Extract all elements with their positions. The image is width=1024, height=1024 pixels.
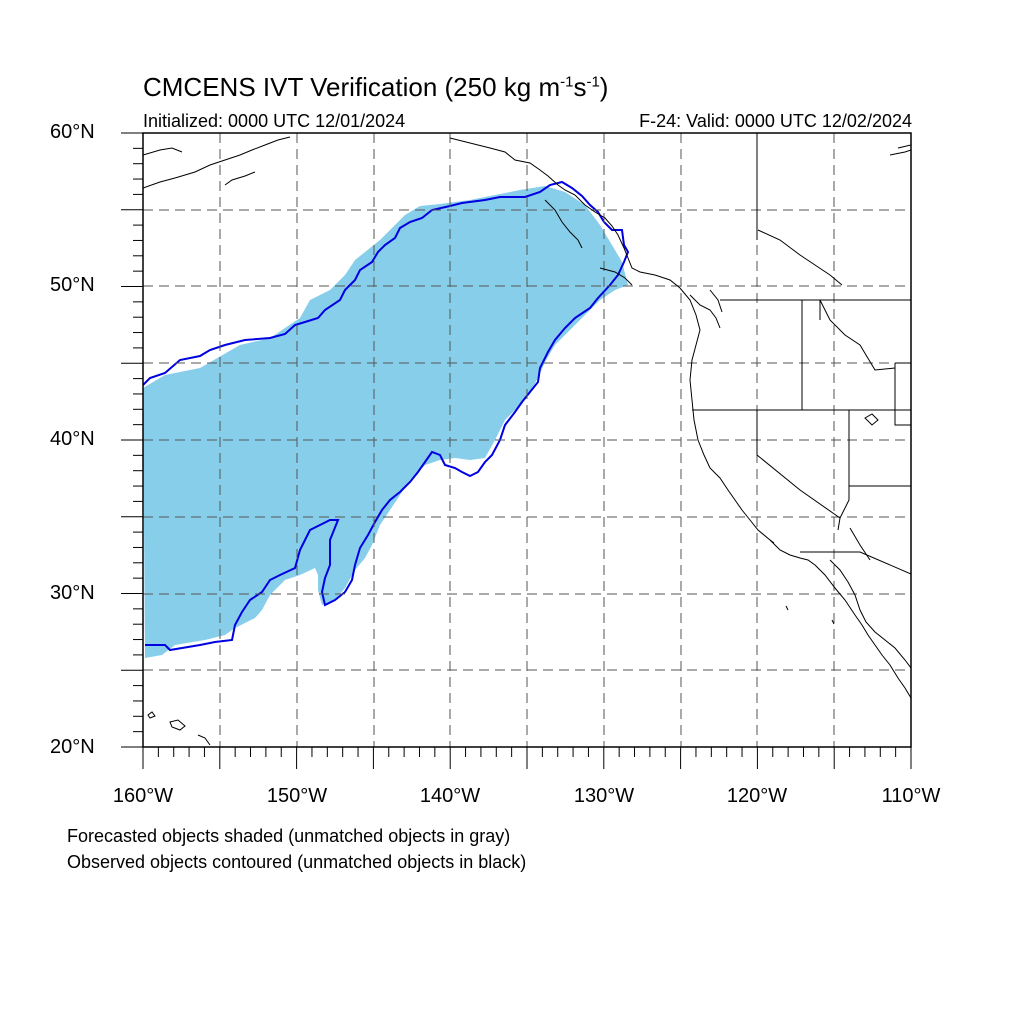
- lon-label-110w: 110°W: [881, 785, 941, 807]
- lon-label-140w: 140°W: [419, 785, 481, 807]
- lon-label-150w: 150°W: [266, 785, 328, 807]
- init-time-label: Initialized: 0000 UTC 12/01/2024: [143, 111, 406, 131]
- forecast-ivt-object: [143, 186, 628, 658]
- note-observed: Observed objects contoured (unmatched ob…: [67, 852, 527, 872]
- political-borders: [692, 133, 911, 575]
- lat-label-20n: 20°N: [50, 736, 95, 758]
- valid-time-label: F-24: Valid: 0000 UTC 12/02/2024: [639, 111, 912, 131]
- note-forecast: Forecasted objects shaded (unmatched obj…: [67, 826, 511, 846]
- lat-label-30n: 30°N: [50, 582, 95, 604]
- lon-label-120w: 120°W: [726, 785, 788, 807]
- coastlines: [143, 136, 911, 746]
- chart-title: CMCENS IVT Verification (250 kg m-1s-1): [143, 72, 609, 102]
- lon-label-160w: 160°W: [112, 785, 174, 807]
- axis-ticks: [121, 132, 912, 769]
- lon-label-130w: 130°W: [573, 785, 635, 807]
- lat-label-40n: 40°N: [50, 428, 95, 450]
- lat-label-50n: 50°N: [50, 274, 95, 296]
- lat-label-60n: 60°N: [50, 121, 95, 143]
- observed-ivt-contour: [143, 180, 630, 652]
